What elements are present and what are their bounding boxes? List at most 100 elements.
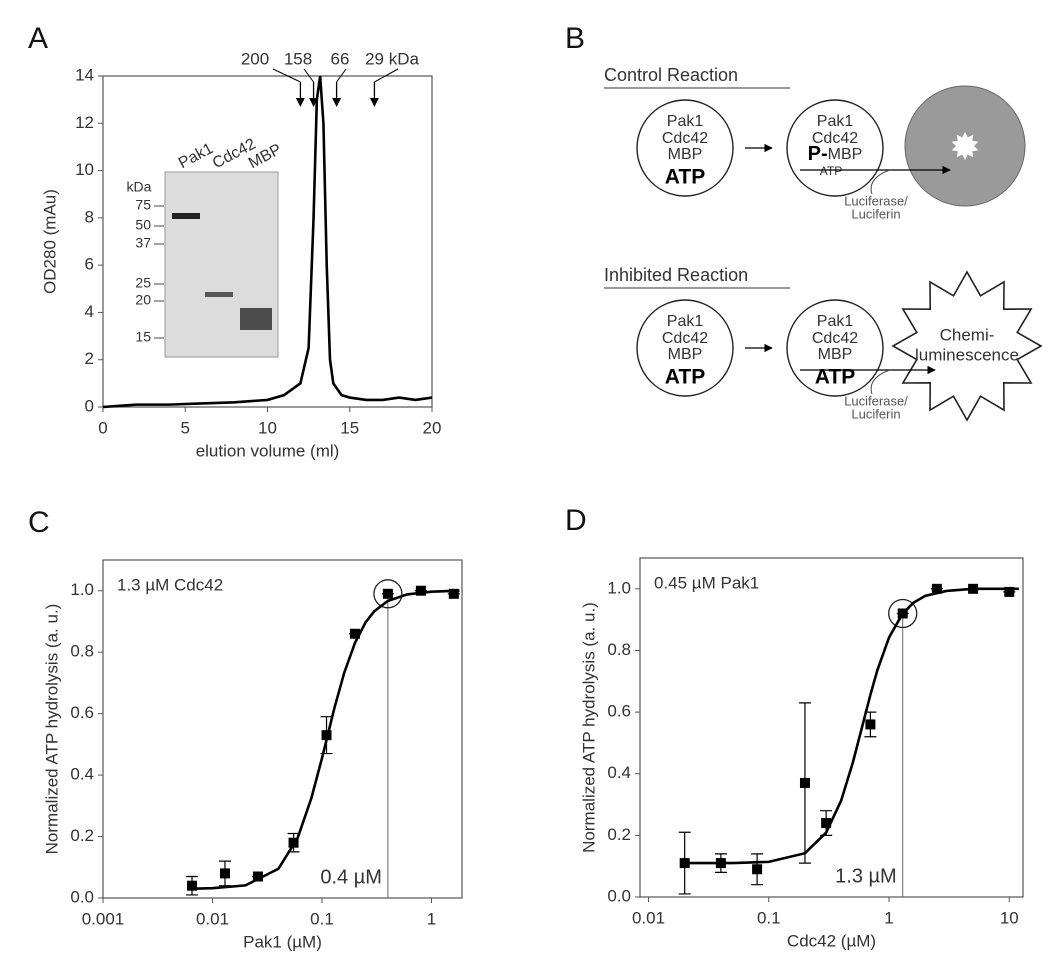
ladder-label: 75 (135, 197, 151, 213)
x-axis-title: Pak1 (µM) (243, 932, 322, 951)
y-tick-label: 14 (75, 65, 94, 84)
component-label: Pak1 (667, 113, 704, 130)
x-tick-label: 20 (423, 418, 442, 437)
y-tick-label: 8 (85, 207, 94, 226)
component-label: MBP (818, 346, 853, 363)
marker-label: 158 (284, 49, 312, 68)
y-tick-label: 0 (85, 396, 94, 415)
component-label: P-MBP (808, 143, 863, 165)
y-tick-label: 0.8 (70, 642, 94, 661)
line-series (684, 587, 1019, 865)
reaction-circle (786, 99, 884, 197)
component-label: MBP (828, 146, 863, 163)
gel-band (172, 213, 200, 219)
x-axis-title: Cdc42 (µM) (787, 931, 876, 950)
detection-label: Luciferase/ (844, 193, 908, 208)
component-label: Cdc42 (812, 330, 858, 347)
reaction-circle (786, 299, 884, 397)
component-label: MBP (668, 346, 703, 363)
annotation: 1.3 µM Cdc42 (117, 575, 223, 594)
data-point (799, 777, 810, 788)
dim-star (951, 132, 979, 160)
detection-leader (870, 169, 891, 195)
x-tick-label: 10 (1000, 908, 1019, 927)
y-tick-label: 2 (85, 349, 94, 368)
y-tick-label: 0.8 (607, 640, 631, 659)
y-tick-label: 0.4 (70, 765, 94, 784)
data-point (821, 818, 832, 829)
component-label: Pak1 (667, 313, 704, 330)
atp-label: ATP (665, 166, 705, 189)
y-tick-label: 0.0 (70, 887, 94, 906)
reaction-title: Inhibited Reaction (604, 265, 748, 285)
y-tick-label: 0.0 (607, 886, 631, 905)
ladder-label: 20 (135, 292, 151, 308)
phospho-label: P- (808, 143, 828, 165)
y-tick-label: 1.0 (607, 578, 631, 597)
gel-band (205, 292, 233, 297)
plot-frame (102, 559, 463, 899)
detection-label: Luciferase/ (844, 393, 908, 408)
data-point (382, 588, 393, 599)
x-tick-label: 1 (427, 909, 436, 928)
component-label: Cdc42 (662, 130, 708, 147)
marker-leader (374, 68, 399, 83)
panel-label: D (565, 504, 587, 537)
y-tick-label: 1.0 (70, 580, 94, 599)
threshold-circle (888, 598, 918, 629)
data-point (752, 864, 763, 875)
panel-label: A (28, 22, 48, 55)
y-tick-label: 0.6 (70, 703, 94, 722)
y-tick-label: 0.2 (607, 825, 631, 844)
data-point (865, 719, 876, 730)
threshold-label: 1.3 µM (835, 865, 897, 887)
data-point (219, 868, 230, 879)
threshold-circle (373, 579, 403, 609)
line-series (102, 75, 433, 409)
y-tick-label: 12 (75, 113, 94, 132)
atp-label: ATP (820, 164, 842, 178)
atp-label: ATP (815, 366, 855, 389)
ladder-label: 15 (135, 329, 151, 345)
reaction-circle (636, 99, 734, 197)
data-point (1004, 586, 1015, 597)
marker-label: 29 kDa (365, 49, 419, 68)
x-tick-label: 5 (181, 418, 190, 437)
detection-leader (870, 369, 891, 395)
marker-label: 66 (331, 49, 350, 68)
y-tick-label: 0.6 (607, 702, 631, 721)
data-point (931, 583, 942, 594)
data-point (252, 871, 263, 882)
component-label: Pak1 (817, 113, 854, 130)
y-tick-label: 10 (75, 160, 94, 179)
atp-label: ATP (665, 366, 705, 389)
component-label: MBP (668, 146, 703, 163)
ladder-label: 25 (135, 275, 151, 291)
detection-label: Luciferin (851, 206, 900, 221)
x-tick-label: 0.001 (82, 909, 125, 928)
gel-band (240, 308, 272, 330)
y-tick-label: 4 (85, 302, 94, 321)
reaction-circle (636, 299, 734, 397)
marker-leader (272, 68, 301, 83)
ladder-label: 37 (135, 235, 151, 251)
line-series (188, 589, 460, 891)
chemiluminescence-star (891, 270, 1043, 422)
data-point (187, 880, 198, 891)
panel-label: C (28, 506, 50, 539)
annotation: 0.45 µM Pak1 (654, 573, 759, 592)
threshold-label: 0.4 µM (320, 866, 382, 888)
ladder-label: 50 (135, 217, 151, 233)
x-axis-title: elution volume (ml) (196, 441, 340, 460)
data-point (415, 585, 426, 596)
x-tick-label: 10 (258, 418, 277, 437)
x-tick-label: 0 (98, 418, 107, 437)
x-tick-label: 0.1 (310, 909, 334, 928)
y-axis-title: Normalized ATP hydrolysis (a. u.) (579, 602, 598, 853)
gel-unit: kDa (127, 179, 152, 195)
plot-frame (639, 557, 1024, 898)
reaction-title: Control Reaction (604, 65, 738, 85)
x-tick-label: 15 (340, 418, 359, 437)
